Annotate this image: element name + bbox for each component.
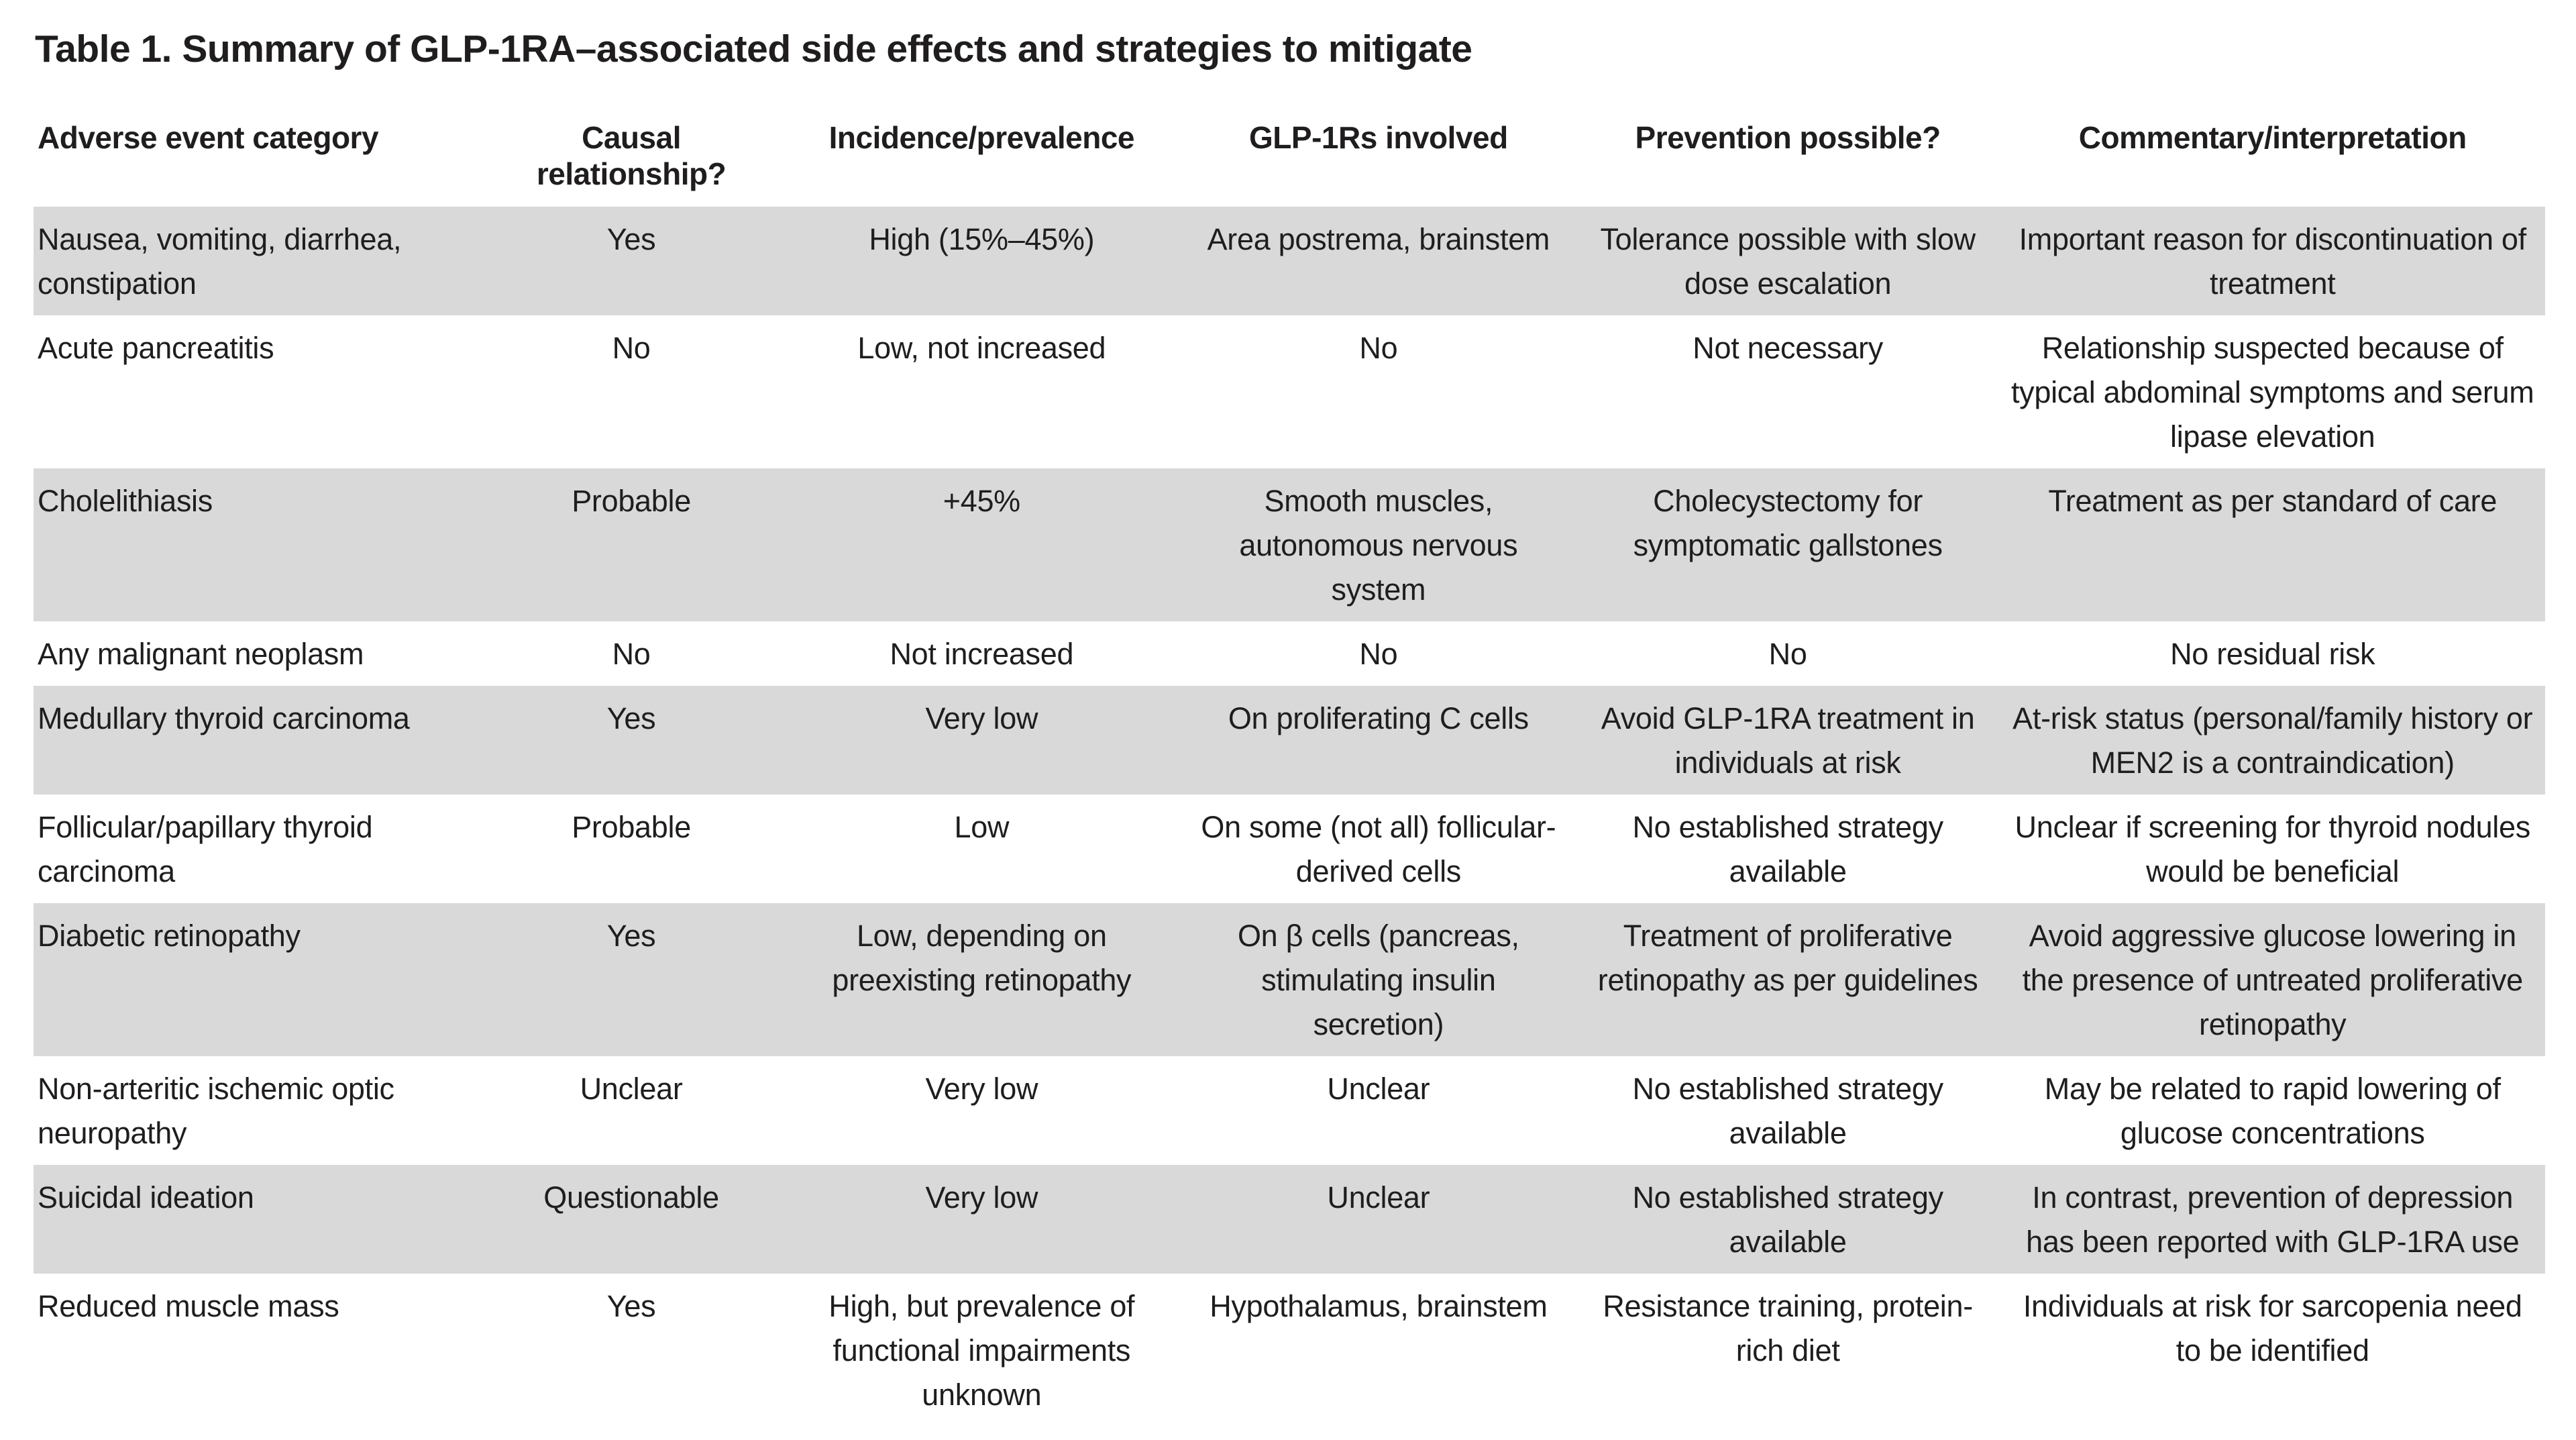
- table-cell: No: [612, 637, 651, 671]
- table-cell: Probable: [572, 810, 691, 844]
- table-cell: Questionable: [543, 1180, 719, 1215]
- table-cell: Yes: [606, 919, 656, 953]
- table-cell: Smooth muscles, autonomous nervous syste…: [1239, 484, 1518, 607]
- table-row: Suicidal ideation Questionable Very low Unc…: [34, 1165, 2545, 1274]
- table-cell: At-risk status (personal/family history …: [2012, 701, 2533, 780]
- table-cell: Area postrema, brainstem: [1207, 222, 1550, 256]
- table-cell: Very low: [925, 1072, 1038, 1106]
- table-cell: Very low: [925, 1180, 1038, 1215]
- table-cell: No: [1359, 331, 1398, 365]
- table-cell: Follicular/papillary thyroid carcinoma: [38, 810, 373, 888]
- table-header-row: Adverse event category Causal relationshi…: [34, 119, 2545, 207]
- table-cell: No established strategy available: [1632, 1180, 1943, 1259]
- table-title: Table 1. Summary of GLP-1RA–associated s…: [35, 28, 1472, 70]
- table-row: Follicular/papillary thyroid carcinoma Pr…: [34, 794, 2545, 903]
- table-cell: Unclear: [580, 1072, 683, 1106]
- table-cell: Unclear: [1327, 1072, 1430, 1106]
- table-cell: Yes: [606, 1289, 656, 1323]
- table-cell: Yes: [606, 222, 656, 256]
- table-cell: May be related to rapid lowering of gluc…: [2044, 1072, 2501, 1150]
- table-cell: High (15%–45%): [869, 222, 1095, 256]
- table-cell: Nausea, vomiting, diarrhea, constipation: [38, 222, 402, 301]
- table-row: Nausea, vomiting, diarrhea, constipation…: [34, 207, 2545, 315]
- table-cell: Avoid GLP-1RA treatment in individuals a…: [1601, 701, 1975, 780]
- table-cell: Diabetic retinopathy: [38, 919, 301, 953]
- summary-table: Adverse event category Causal relationshi…: [34, 119, 2545, 1427]
- table-cell: Not necessary: [1693, 331, 1883, 365]
- column-header: Adverse event category: [38, 120, 379, 155]
- table-cell: Non-arteritic ischemic optic neuropathy: [38, 1072, 394, 1150]
- column-header: Prevention possible?: [1635, 120, 1941, 155]
- table-row: Non-arteritic ischemic optic neuropathy U…: [34, 1056, 2545, 1165]
- table-cell: Low: [954, 810, 1010, 844]
- column-header: GLP-1Rs involved: [1249, 120, 1508, 155]
- table-cell: Any malignant neoplasm: [38, 637, 364, 671]
- table-cell: Tolerance possible with slow dose escala…: [1600, 222, 1976, 301]
- table-cell: Important reason for discontinuation of …: [2019, 222, 2527, 301]
- table-cell: Low, depending on preexisting retinopath…: [832, 919, 1132, 997]
- table-cell: Hypothalamus, brainstem: [1210, 1289, 1548, 1323]
- table-cell: In contrast, prevention of depression ha…: [2026, 1180, 2520, 1259]
- table-cell: No: [1359, 637, 1398, 671]
- table-cell: +45%: [943, 484, 1020, 518]
- table-cell: Resistance training, protein-rich diet: [1603, 1289, 1973, 1368]
- table-cell: Cholelithiasis: [38, 484, 213, 518]
- table-cell: Individuals at risk for sarcopenia need …: [2023, 1289, 2522, 1368]
- table-cell: High, but prevalence of functional impai…: [828, 1289, 1135, 1412]
- table-cell: No established strategy available: [1632, 1072, 1943, 1150]
- table-cell: No established strategy available: [1632, 810, 1943, 888]
- table-row: Reduced muscle mass Yes High, but prevalen…: [34, 1274, 2545, 1427]
- table-cell: On some (not all) follicular-derived cel…: [1201, 810, 1556, 888]
- table-cell: Treatment of proliferative retinopathy a…: [1597, 919, 1978, 997]
- table-cell: Treatment as per standard of care: [2048, 484, 2498, 518]
- table-cell: Avoid aggressive glucose lowering in the…: [2022, 919, 2524, 1041]
- table-cell: Medullary thyroid carcinoma: [38, 701, 410, 735]
- table-cell: Suicidal ideation: [38, 1180, 254, 1215]
- table-cell: Unclear: [1327, 1180, 1430, 1215]
- table-cell: Low, not increased: [857, 331, 1106, 365]
- table-cell: On β cells (pancreas, stimulating insuli…: [1237, 919, 1519, 1041]
- table-cell: Yes: [606, 701, 656, 735]
- table-cell: Very low: [925, 701, 1038, 735]
- table-cell: Not increased: [890, 637, 1074, 671]
- table-cell: Reduced muscle mass: [38, 1289, 339, 1323]
- table-cell: Acute pancreatitis: [38, 331, 274, 365]
- table-cell: Probable: [572, 484, 691, 518]
- table-row: Cholelithiasis Probable +45% Smooth muscles…: [34, 468, 2545, 621]
- column-header: Commentary/interpretation: [2078, 120, 2467, 155]
- table-cell: No residual risk: [2170, 637, 2375, 671]
- table-body: Nausea, vomiting, diarrhea, constipation…: [34, 207, 2545, 1427]
- table-cell: No: [612, 331, 651, 365]
- column-header: Incidence/prevalence: [828, 120, 1135, 155]
- table-row: Medullary thyroid carcinoma Yes Very low On…: [34, 686, 2545, 794]
- table-cell: Unclear if screening for thyroid nodules…: [2015, 810, 2531, 888]
- table-row: Diabetic retinopathy Yes Low, depending on…: [34, 903, 2545, 1056]
- table-row: Any malignant neoplasm No Not increased No N…: [34, 621, 2545, 686]
- table-cell: Relationship suspected because of typica…: [2010, 331, 2534, 454]
- table-cell: On proliferating C cells: [1228, 701, 1529, 735]
- table-row: Acute pancreatitis No Low, not increased No…: [34, 315, 2545, 468]
- column-header: Causal relationship?: [536, 120, 727, 191]
- table-cell: Cholecystectomy for symptomatic gallston…: [1633, 484, 1943, 562]
- table-cell: No: [1768, 637, 1807, 671]
